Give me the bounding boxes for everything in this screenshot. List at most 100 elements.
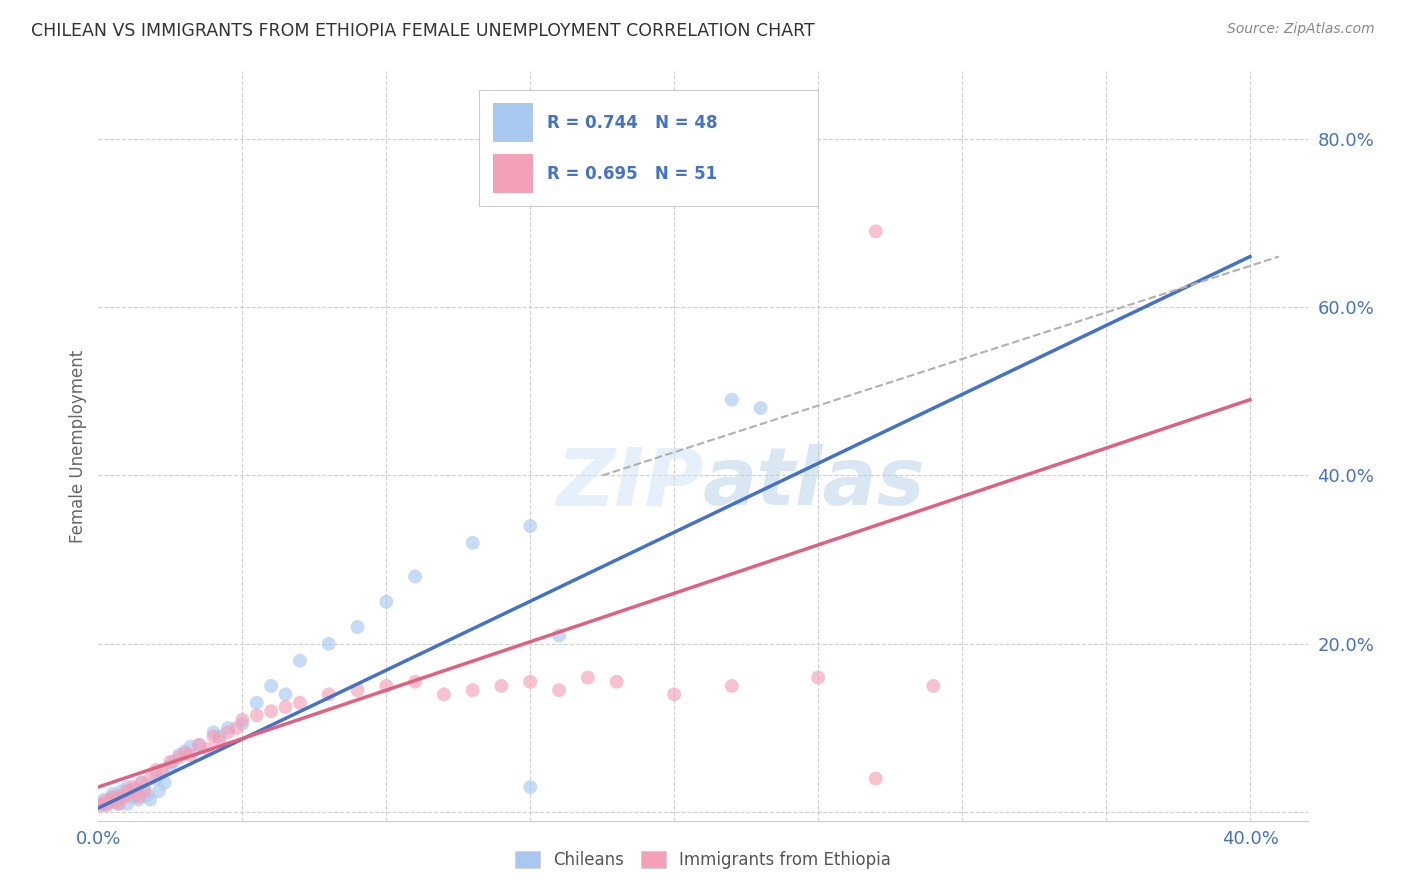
Point bbox=[93, 792, 115, 806]
Point bbox=[519, 674, 541, 689]
Point bbox=[404, 674, 426, 689]
Point bbox=[112, 790, 135, 805]
Point bbox=[173, 745, 195, 759]
Point bbox=[115, 780, 138, 794]
Point bbox=[90, 798, 112, 813]
Point bbox=[461, 536, 484, 550]
Point bbox=[110, 789, 132, 803]
Point bbox=[231, 713, 253, 727]
Point bbox=[145, 772, 167, 786]
Point bbox=[159, 755, 181, 769]
Point bbox=[188, 738, 211, 752]
Text: CHILEAN VS IMMIGRANTS FROM ETHIOPIA FEMALE UNEMPLOYMENT CORRELATION CHART: CHILEAN VS IMMIGRANTS FROM ETHIOPIA FEMA… bbox=[31, 22, 814, 40]
Point bbox=[404, 569, 426, 583]
Point bbox=[664, 687, 686, 701]
Point bbox=[104, 792, 127, 806]
Point bbox=[131, 776, 153, 790]
Point bbox=[148, 784, 170, 798]
Point bbox=[217, 721, 239, 735]
Point bbox=[720, 679, 742, 693]
Point bbox=[131, 776, 153, 790]
Point bbox=[98, 792, 121, 806]
Point bbox=[136, 789, 159, 803]
Point bbox=[120, 784, 142, 798]
Point bbox=[115, 797, 138, 811]
Point bbox=[167, 750, 190, 764]
Point bbox=[145, 763, 167, 777]
Point bbox=[110, 784, 132, 798]
Point bbox=[112, 789, 135, 803]
Point bbox=[96, 797, 118, 811]
Point bbox=[318, 637, 340, 651]
Point bbox=[491, 679, 513, 693]
Text: atlas: atlas bbox=[703, 444, 925, 523]
Point bbox=[122, 780, 145, 794]
Point bbox=[720, 392, 742, 407]
Point bbox=[101, 790, 124, 805]
Point bbox=[125, 781, 148, 796]
Point bbox=[134, 784, 156, 798]
Point bbox=[90, 797, 112, 811]
Point bbox=[865, 772, 887, 786]
Y-axis label: Female Unemployment: Female Unemployment bbox=[69, 350, 87, 542]
Point bbox=[153, 776, 176, 790]
Point bbox=[217, 725, 239, 739]
Point bbox=[288, 696, 311, 710]
Point bbox=[162, 755, 184, 769]
Point bbox=[807, 671, 830, 685]
Text: Source: ZipAtlas.com: Source: ZipAtlas.com bbox=[1227, 22, 1375, 37]
Point bbox=[922, 679, 945, 693]
Point bbox=[548, 683, 571, 698]
Point bbox=[433, 687, 456, 701]
Point bbox=[173, 746, 195, 760]
Point bbox=[104, 793, 127, 807]
Point bbox=[115, 784, 138, 798]
Point bbox=[548, 628, 571, 642]
Point bbox=[865, 224, 887, 238]
Point bbox=[188, 738, 211, 752]
Point bbox=[375, 595, 398, 609]
Point bbox=[519, 780, 541, 794]
Point bbox=[274, 687, 297, 701]
Point bbox=[208, 730, 231, 744]
Point bbox=[180, 747, 202, 762]
Point bbox=[139, 772, 162, 786]
Point bbox=[98, 795, 121, 809]
Point bbox=[202, 730, 225, 744]
Point bbox=[167, 747, 190, 762]
Point bbox=[107, 797, 129, 811]
Point bbox=[96, 798, 118, 813]
Point bbox=[208, 733, 231, 747]
Point bbox=[246, 696, 269, 710]
Point bbox=[93, 795, 115, 809]
Point bbox=[134, 781, 156, 796]
Point bbox=[260, 704, 283, 718]
Point bbox=[101, 787, 124, 801]
Point bbox=[202, 725, 225, 739]
Point bbox=[150, 763, 173, 777]
Point bbox=[107, 797, 129, 811]
Point bbox=[606, 674, 628, 689]
Point bbox=[461, 683, 484, 698]
Legend: Chileans, Immigrants from Ethiopia: Chileans, Immigrants from Ethiopia bbox=[509, 845, 897, 876]
Point bbox=[159, 759, 181, 773]
Point bbox=[120, 787, 142, 801]
Point bbox=[125, 787, 148, 801]
Point bbox=[346, 620, 368, 634]
Point bbox=[346, 683, 368, 698]
Point bbox=[150, 764, 173, 779]
Point bbox=[519, 519, 541, 533]
Point bbox=[122, 790, 145, 805]
Point bbox=[749, 401, 772, 416]
Point bbox=[576, 671, 599, 685]
Point bbox=[180, 739, 202, 754]
Point bbox=[128, 792, 150, 806]
Point bbox=[246, 708, 269, 723]
Point bbox=[274, 700, 297, 714]
Point bbox=[225, 721, 247, 735]
Point bbox=[231, 716, 253, 731]
Point bbox=[101, 790, 124, 805]
Point bbox=[128, 790, 150, 805]
Point bbox=[318, 687, 340, 701]
Text: ZIP: ZIP bbox=[555, 444, 703, 523]
